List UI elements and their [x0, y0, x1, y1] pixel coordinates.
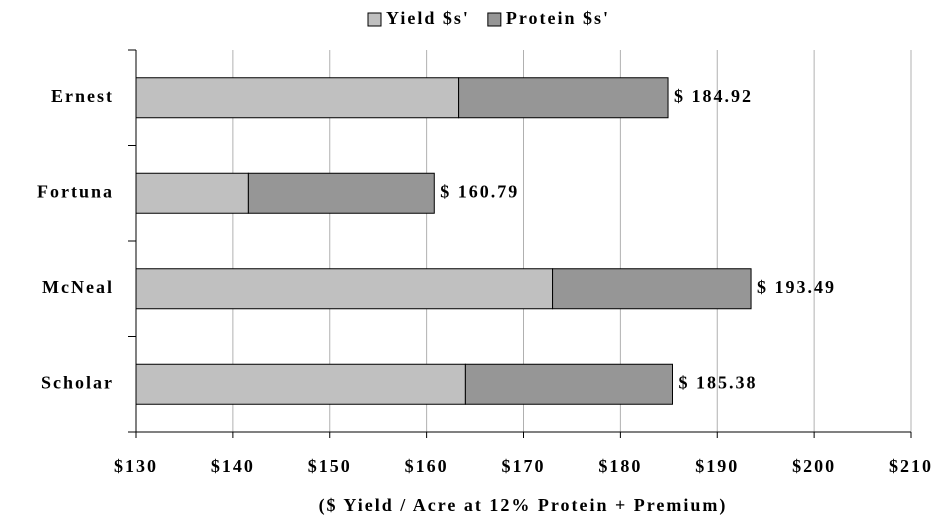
bar [135, 268, 554, 310]
bar [135, 363, 466, 405]
legend-label: Protein $s' [506, 8, 610, 28]
x-tick-label: $180 [598, 456, 642, 476]
y-tick-label: Scholar [41, 372, 114, 392]
bar [135, 77, 460, 119]
legend-label: Yield $s' [386, 8, 470, 28]
total-label: $ 185.38 [678, 372, 757, 392]
x-tick-label: $140 [211, 456, 255, 476]
total-label: $ 184.92 [674, 86, 753, 106]
legend-swatch [487, 12, 502, 27]
x-tick-label: $200 [792, 456, 836, 476]
y-tick-label: Ernest [51, 86, 114, 106]
total-label: $ 160.79 [440, 181, 519, 201]
x-tick-label: $170 [502, 456, 546, 476]
bar [458, 77, 669, 119]
bar [135, 172, 249, 214]
x-axis-title: ($ Yield / Acre at 12% Protein + Premium… [319, 495, 728, 516]
bar [247, 172, 435, 214]
total-label: $ 193.49 [757, 277, 836, 297]
y-tick-label: Fortuna [37, 181, 114, 201]
legend-swatch [367, 12, 382, 27]
x-tick-label: $150 [308, 456, 352, 476]
x-tick-label: $130 [114, 456, 158, 476]
x-tick-label: $190 [695, 456, 739, 476]
y-tick-label: McNeal [42, 277, 114, 297]
bar [464, 363, 673, 405]
x-tick-label: $210 [889, 456, 933, 476]
x-tick-label: $160 [405, 456, 449, 476]
bar [552, 268, 752, 310]
